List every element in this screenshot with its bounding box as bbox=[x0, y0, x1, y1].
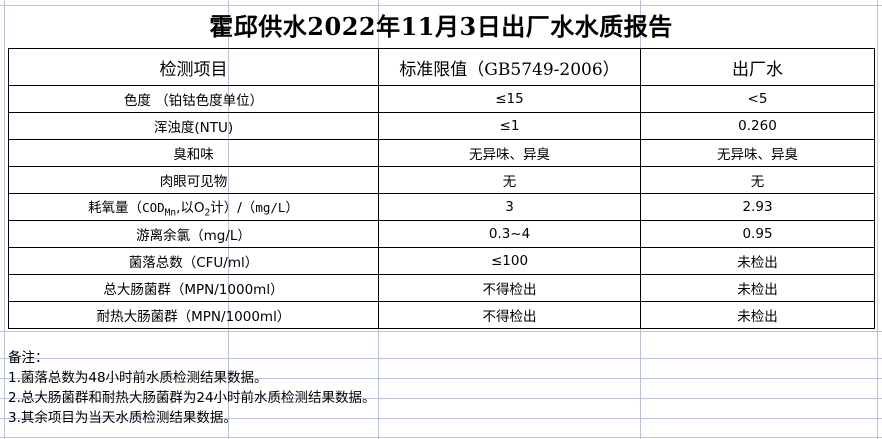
cell-standard-limit: 无 bbox=[378, 166, 641, 194]
column-header-outlet: 出厂水 bbox=[640, 48, 875, 86]
table-row: 肉眼可见物无无 bbox=[8, 166, 875, 194]
cell-outlet-water: 未检出 bbox=[640, 247, 875, 275]
cell-standard-limit: 无异味、异臭 bbox=[378, 139, 641, 167]
table-row: 耐热大肠菌群（MPN/1000ml） 不得检出 未检出 bbox=[8, 301, 875, 329]
table-body: 色度 （铂钴色度单位） ≤15 <5 浑浊度(NTU) ≤1 0.260 臭和味 无异味、异臭… bbox=[8, 85, 875, 329]
cell-standard-limit: ≤15 bbox=[378, 85, 641, 113]
table-row: 总大肠菌群（MPN/1000ml） 不得检出 未检出 bbox=[8, 274, 875, 302]
cell-standard-limit: ≤100 bbox=[378, 247, 641, 275]
water-quality-table: 检测项目 标准限值（GB5749-2006） 出厂水 色度 （铂钴色度单位） ≤1… bbox=[8, 48, 875, 329]
cell-item: 色度 （铂钴色度单位） bbox=[8, 85, 379, 113]
title-band: 霍邱供水2022年11月3日出厂水水质报告 bbox=[8, 8, 874, 46]
cell-outlet-water: 0.260 bbox=[640, 112, 875, 140]
column-header-standard: 标准限值（GB5749-2006） bbox=[378, 48, 641, 86]
cell-outlet-water: 无 bbox=[640, 166, 875, 194]
cell-item: 菌落总数（CFU/ml） bbox=[8, 247, 379, 275]
cell-item: 浑浊度(NTU) bbox=[8, 112, 379, 140]
page-title: 霍邱供水2022年11月3日出厂水水质报告 bbox=[209, 12, 673, 41]
cell-outlet-water: 未检出 bbox=[640, 301, 875, 329]
notes-section: 备注： 1.菌落总数为48小时前水质检测结果数据。 2.总大肠菌群和耐热大肠菌群… bbox=[8, 348, 868, 428]
notes-label: 备注： bbox=[8, 350, 49, 366]
cell-standard-limit: ≤1 bbox=[378, 112, 641, 140]
cell-standard-limit: 不得检出 bbox=[378, 274, 641, 302]
cell-outlet-water: 0.95 bbox=[640, 220, 875, 248]
table-row: 游离余氯（mg/L） 0.3~4 0.95 bbox=[8, 220, 875, 248]
cell-standard-limit: 3 bbox=[378, 193, 641, 221]
cell-outlet-water: 无异味、异臭 bbox=[640, 139, 875, 167]
note-line: 1.菌落总数为48小时前水质检测结果数据。 bbox=[8, 370, 268, 386]
note-line: 2.总大肠菌群和耐热大肠菌群为24小时前水质检测结果数据。 bbox=[8, 390, 376, 406]
table-row: 耗氧量（CODMn,以O2计）/（mg/L） 3 2.93 bbox=[8, 193, 875, 221]
cell-item: 臭和味 bbox=[8, 139, 379, 167]
table-row: 色度 （铂钴色度单位） ≤15 <5 bbox=[8, 85, 875, 113]
cell-item: 总大肠菌群（MPN/1000ml） bbox=[8, 274, 379, 302]
cell-outlet-water: 2.93 bbox=[640, 193, 875, 221]
cell-item: 耗氧量（CODMn,以O2计）/（mg/L） bbox=[8, 193, 379, 221]
table-row: 浑浊度(NTU) ≤1 0.260 bbox=[8, 112, 875, 140]
note-line: 3.其余项目为当天水质检测结果数据。 bbox=[8, 410, 237, 426]
cell-standard-limit: 不得检出 bbox=[378, 301, 641, 329]
cell-item: 耐热大肠菌群（MPN/1000ml） bbox=[8, 301, 379, 329]
column-header-item: 检测项目 bbox=[8, 48, 379, 86]
cell-standard-limit: 0.3~4 bbox=[378, 220, 641, 248]
table-header-row: 检测项目 标准限值（GB5749-2006） 出厂水 bbox=[8, 48, 875, 86]
table-row: 菌落总数（CFU/ml） ≤100 未检出 bbox=[8, 247, 875, 275]
cell-outlet-water: <5 bbox=[640, 85, 875, 113]
cell-item: 肉眼可见物 bbox=[8, 166, 379, 194]
cell-outlet-water: 未检出 bbox=[640, 274, 875, 302]
cell-item: 游离余氯（mg/L） bbox=[8, 220, 379, 248]
table-row: 臭和味 无异味、异臭 无异味、异臭 bbox=[8, 139, 875, 167]
